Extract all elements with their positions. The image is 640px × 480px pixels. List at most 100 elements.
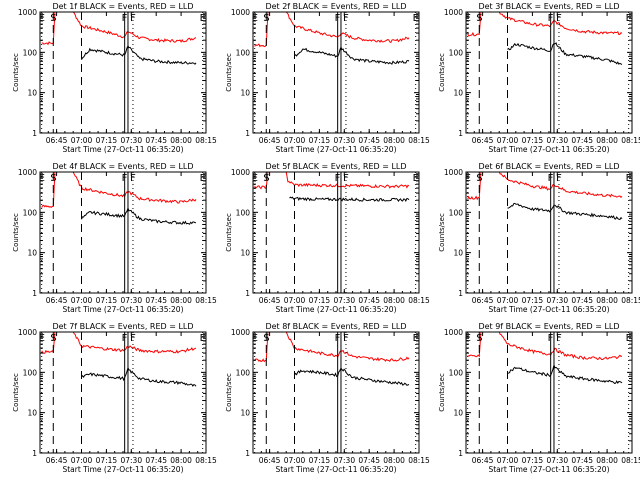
lld-series-line (41, 171, 197, 209)
lld-series-line (254, 11, 410, 48)
x-tick-label: 07:30 (120, 456, 142, 465)
marker-label: F (343, 333, 349, 344)
marker-label: S (476, 333, 482, 344)
x-tick-label: 08:00 (596, 456, 618, 465)
y-tick-label: 1000 (444, 8, 463, 17)
marker-label: S (476, 13, 482, 24)
x-tick-label: 07:15 (96, 136, 118, 145)
y-tick-label: 10 (453, 89, 463, 98)
chart-title: Det 9f BLACK = Events, RED = LLD (478, 322, 619, 331)
x-tick-label: 08:00 (170, 296, 192, 305)
x-tick-label: 07:00 (71, 296, 93, 305)
chart-title: Det 7f BLACK = Events, RED = LLD (52, 322, 193, 331)
marker-label: F (335, 333, 341, 344)
y-tick-label: 1000 (18, 328, 37, 337)
events-series-line (289, 196, 410, 202)
x-tick-label: 07:45 (358, 456, 380, 465)
x-tick-label: 07:45 (358, 136, 380, 145)
x-tick-label: 08:15 (408, 136, 430, 145)
x-tick-label: 08:15 (621, 136, 640, 145)
marker-label: S (50, 333, 56, 344)
events-series-line (507, 202, 623, 221)
panel-2f: 06:45 07:00 07:15 07:30 07:45 08:00 08:15 1 10 10… (225, 2, 430, 154)
panel-5f: 06:45 07:00 07:15 07:30 07:45 08:00 08:15 1 10 10… (225, 162, 430, 314)
x-tick-label: 07:15 (309, 456, 331, 465)
x-tick-label: 08:15 (408, 456, 430, 465)
x-tick-label: 08:15 (195, 296, 217, 305)
y-tick-label: 10 (240, 409, 250, 418)
y-tick-label: 100 (236, 368, 251, 377)
x-axis-label: Start Time (27-Oct-11 06:35:20) (488, 145, 609, 154)
y-tick-label: 100 (236, 48, 251, 57)
marker-label: F (122, 173, 128, 184)
y-tick-label: 1000 (444, 168, 463, 177)
y-tick-label: 1 (32, 449, 37, 458)
plot-frame (252, 11, 420, 134)
events-series-line (294, 367, 410, 386)
marker-label: S (50, 13, 56, 24)
marker-label: F (548, 333, 554, 344)
marker-label: F (556, 173, 562, 184)
y-tick-label: 10 (240, 89, 250, 98)
x-tick-label: 06:45 (46, 136, 68, 145)
x-tick-label: 07:00 (497, 296, 519, 305)
chart-title: Det 8f BLACK = Events, RED = LLD (265, 322, 406, 331)
y-axis-label: Counts/sec (438, 373, 446, 412)
y-axis-label: Counts/sec (225, 53, 233, 92)
x-tick-label: 08:00 (383, 296, 405, 305)
events-series-line (81, 206, 197, 225)
marker-label: E (39, 333, 45, 344)
events-series-line (507, 42, 623, 65)
marker-label: F (548, 13, 554, 24)
x-tick-label: 07:45 (145, 296, 167, 305)
x-tick-label: 06:45 (259, 296, 281, 305)
x-tick-label: 07:30 (333, 296, 355, 305)
events-series-line (507, 363, 623, 384)
x-tick-label: 07:45 (145, 136, 167, 145)
marker-label: E (465, 13, 471, 24)
x-tick-label: 08:15 (195, 136, 217, 145)
x-axis-label: Start Time (27-Oct-11 06:35:20) (62, 305, 183, 314)
x-tick-label: 08:15 (195, 456, 217, 465)
panel-1f: 06:45 07:00 07:15 07:30 07:45 08:00 08:15 1 10 10… (12, 2, 217, 154)
marker-label: E (200, 13, 206, 24)
x-tick-label: 07:15 (522, 136, 544, 145)
x-tick-label: 08:15 (621, 296, 640, 305)
marker-label: F (130, 333, 136, 344)
x-tick-label: 07:00 (284, 296, 306, 305)
x-tick-label: 08:00 (170, 136, 192, 145)
marker-label: F (556, 333, 562, 344)
y-axis-label: Counts/sec (12, 213, 20, 252)
x-tick-label: 07:45 (571, 456, 593, 465)
plot-frame (465, 331, 633, 454)
x-tick-label: 07:45 (358, 296, 380, 305)
x-tick-label: 07:30 (546, 456, 568, 465)
x-tick-label: 07:30 (120, 136, 142, 145)
chart-title: Det 2f BLACK = Events, RED = LLD (265, 2, 406, 11)
lld-series-line (254, 331, 410, 363)
x-tick-label: 06:45 (46, 296, 68, 305)
x-axis-label: Start Time (27-Oct-11 06:35:20) (488, 465, 609, 474)
y-tick-label: 1 (32, 129, 37, 138)
marker-label: F (130, 13, 136, 24)
y-tick-label: 1 (245, 129, 250, 138)
y-tick-label: 100 (236, 208, 251, 217)
y-axis-label: Counts/sec (438, 53, 446, 92)
x-axis-label: Start Time (27-Oct-11 06:35:20) (488, 305, 609, 314)
marker-label: S (263, 13, 269, 24)
x-tick-label: 06:45 (472, 296, 494, 305)
marker-label: F (343, 13, 349, 24)
marker-label: E (252, 333, 258, 344)
y-tick-label: 10 (453, 249, 463, 258)
chart-title: Det 5f BLACK = Events, RED = LLD (265, 162, 406, 171)
events-series-line (81, 44, 197, 65)
x-axis-label: Start Time (27-Oct-11 06:35:20) (275, 305, 396, 314)
plot-frame (252, 171, 420, 294)
y-tick-label: 1000 (18, 168, 37, 177)
x-tick-label: 08:00 (383, 136, 405, 145)
y-tick-label: 1000 (18, 8, 37, 17)
x-tick-label: 07:45 (571, 136, 593, 145)
y-axis-label: Counts/sec (12, 53, 20, 92)
x-tick-label: 07:00 (284, 456, 306, 465)
